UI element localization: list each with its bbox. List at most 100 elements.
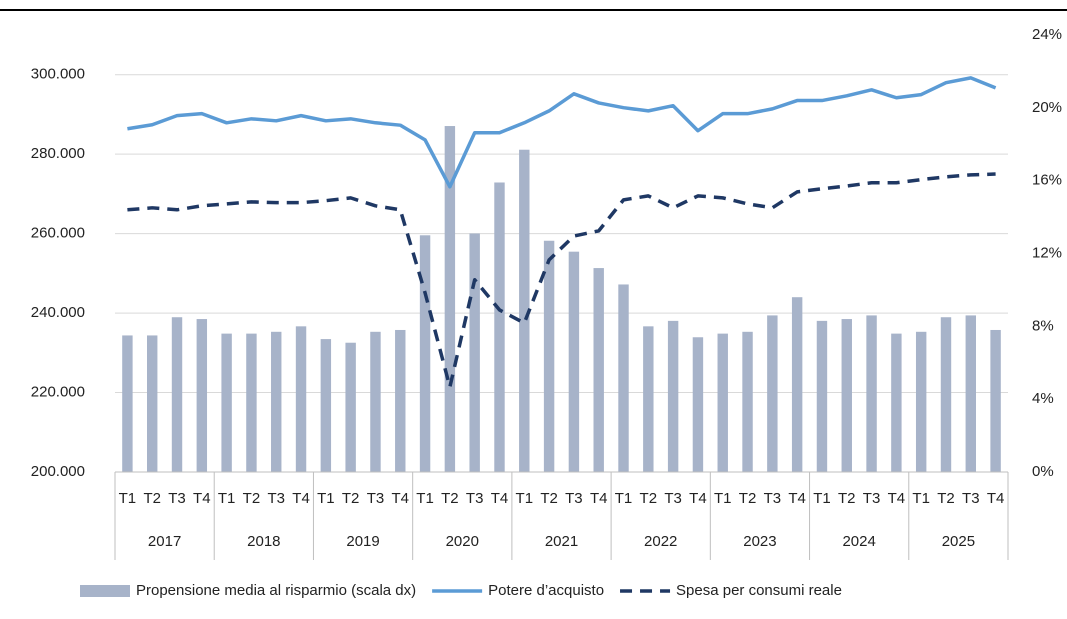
year-label: 2018: [247, 533, 280, 550]
y-tick-label: 200.000: [31, 463, 85, 480]
x-tick-label: T4: [788, 490, 806, 507]
bar: [196, 319, 208, 472]
x-tick-label: T4: [193, 490, 211, 507]
bar: [146, 335, 158, 472]
x-tick-label: T3: [764, 490, 782, 507]
x-tick-label: T4: [392, 490, 410, 507]
x-tick-label: T1: [317, 490, 335, 507]
bar: [940, 317, 952, 472]
bar: [841, 319, 852, 472]
x-tick-label: T1: [218, 490, 236, 507]
bar: [593, 268, 604, 472]
x-tick-label: T3: [664, 490, 682, 507]
legend-swatch: [80, 585, 130, 597]
x-tick-label: T1: [516, 490, 534, 507]
x-tick-label: T3: [466, 490, 484, 507]
bar: [965, 315, 977, 472]
bar: [444, 126, 456, 473]
x-tick-label: T3: [367, 490, 385, 507]
bar: [692, 337, 704, 472]
bar: [816, 320, 828, 472]
legend-label: Propensione media al risparmio (scala dx…: [136, 582, 416, 599]
year-label: 2020: [446, 533, 479, 550]
x-tick-label: T2: [243, 490, 261, 507]
bar: [469, 233, 480, 472]
bar: [246, 333, 257, 472]
line: [127, 172, 996, 389]
bar: [221, 333, 232, 472]
y-tick-label: 300.000: [31, 66, 85, 83]
bar: [767, 315, 778, 472]
x-tick-label: T3: [863, 490, 881, 507]
x-tick-label: T1: [119, 490, 137, 507]
legend-label: Spesa per consumi reale: [676, 582, 842, 599]
x-tick-label: T1: [912, 490, 930, 507]
bar: [915, 331, 927, 472]
bar: [122, 335, 133, 472]
y2-tick-label: 0%: [1032, 463, 1054, 480]
x-tick-label: T1: [813, 490, 831, 507]
bar: [419, 235, 431, 472]
bar: [791, 297, 803, 472]
x-tick-label: T2: [540, 490, 558, 507]
x-tick-label: T2: [838, 490, 856, 507]
line: [127, 76, 997, 189]
y-tick-label: 240.000: [31, 304, 85, 321]
x-tick-label: T3: [267, 490, 285, 507]
year-label: 2022: [644, 533, 677, 550]
bar: [667, 320, 679, 472]
bar: [295, 326, 307, 472]
year-label: 2017: [148, 533, 181, 550]
legend-label: Potere d’acquisto: [488, 582, 604, 599]
x-tick-label: T3: [168, 490, 186, 507]
bar: [990, 329, 1001, 472]
y2-tick-label: 8%: [1032, 317, 1054, 334]
bar: [171, 317, 183, 472]
bar: [568, 251, 580, 472]
bar: [370, 331, 381, 472]
bar: [519, 149, 530, 472]
y2-tick-label: 12%: [1032, 244, 1062, 261]
x-tick-label: T4: [888, 490, 906, 507]
bar: [618, 284, 629, 472]
x-tick-label: T1: [714, 490, 732, 507]
year-label: 2021: [545, 533, 578, 550]
bar: [643, 326, 654, 472]
year-label: 2019: [346, 533, 379, 550]
year-label: 2025: [942, 533, 975, 550]
y-tick-label: 280.000: [31, 145, 85, 162]
bar: [494, 182, 505, 473]
x-tick-label: T2: [739, 490, 757, 507]
x-tick-label: T2: [441, 490, 459, 507]
x-tick-label: T2: [640, 490, 658, 507]
bar: [742, 331, 753, 472]
x-tick-label: T4: [590, 490, 608, 507]
year-label: 2023: [743, 533, 776, 550]
x-tick-label: T1: [615, 490, 633, 507]
bar: [320, 339, 332, 472]
x-tick-label: T4: [987, 490, 1005, 507]
y2-tick-label: 24%: [1032, 26, 1062, 43]
x-tick-label: T1: [416, 490, 434, 507]
year-label: 2024: [842, 533, 875, 550]
y-tick-label: 220.000: [31, 384, 85, 401]
bar: [866, 315, 877, 472]
x-tick-label: T2: [342, 490, 360, 507]
bar: [717, 333, 728, 472]
bar: [271, 331, 282, 472]
x-tick-label: T3: [565, 490, 583, 507]
x-tick-label: T3: [962, 490, 980, 507]
y2-tick-label: 20%: [1032, 99, 1062, 116]
bar: [543, 240, 555, 472]
x-tick-label: T4: [689, 490, 707, 507]
x-tick-label: T4: [292, 490, 310, 507]
y2-tick-label: 4%: [1032, 390, 1054, 407]
x-tick-label: T2: [937, 490, 955, 507]
bar: [345, 342, 356, 472]
x-tick-label: T4: [491, 490, 509, 507]
bar: [395, 329, 406, 472]
x-tick-label: T2: [143, 490, 161, 507]
bar: [891, 333, 902, 472]
y2-tick-label: 16%: [1032, 172, 1062, 189]
